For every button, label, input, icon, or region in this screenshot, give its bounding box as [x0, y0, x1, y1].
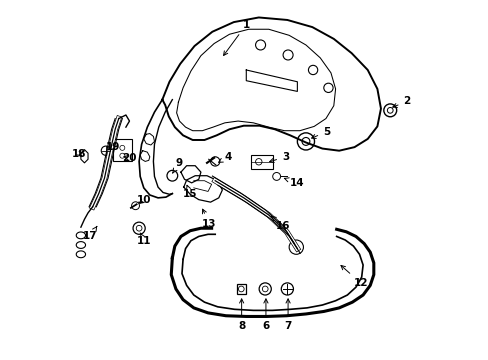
- Text: 16: 16: [271, 216, 290, 231]
- Text: 18: 18: [72, 149, 86, 159]
- Text: 7: 7: [284, 299, 291, 331]
- Text: 10: 10: [137, 195, 151, 204]
- Text: 4: 4: [218, 152, 232, 162]
- Text: 19: 19: [105, 142, 120, 152]
- Text: 20: 20: [122, 153, 137, 163]
- Text: 3: 3: [269, 152, 288, 162]
- Text: 15: 15: [183, 185, 197, 199]
- Text: 13: 13: [202, 209, 216, 229]
- Text: 6: 6: [262, 299, 269, 331]
- Text: 17: 17: [82, 226, 97, 242]
- Text: 5: 5: [311, 127, 329, 139]
- Text: 2: 2: [392, 96, 410, 108]
- Text: 11: 11: [137, 233, 151, 246]
- Text: 14: 14: [284, 178, 304, 188]
- Text: 9: 9: [172, 158, 183, 173]
- Text: 1: 1: [223, 19, 249, 55]
- Text: 8: 8: [238, 299, 245, 331]
- Text: 12: 12: [340, 265, 367, 288]
